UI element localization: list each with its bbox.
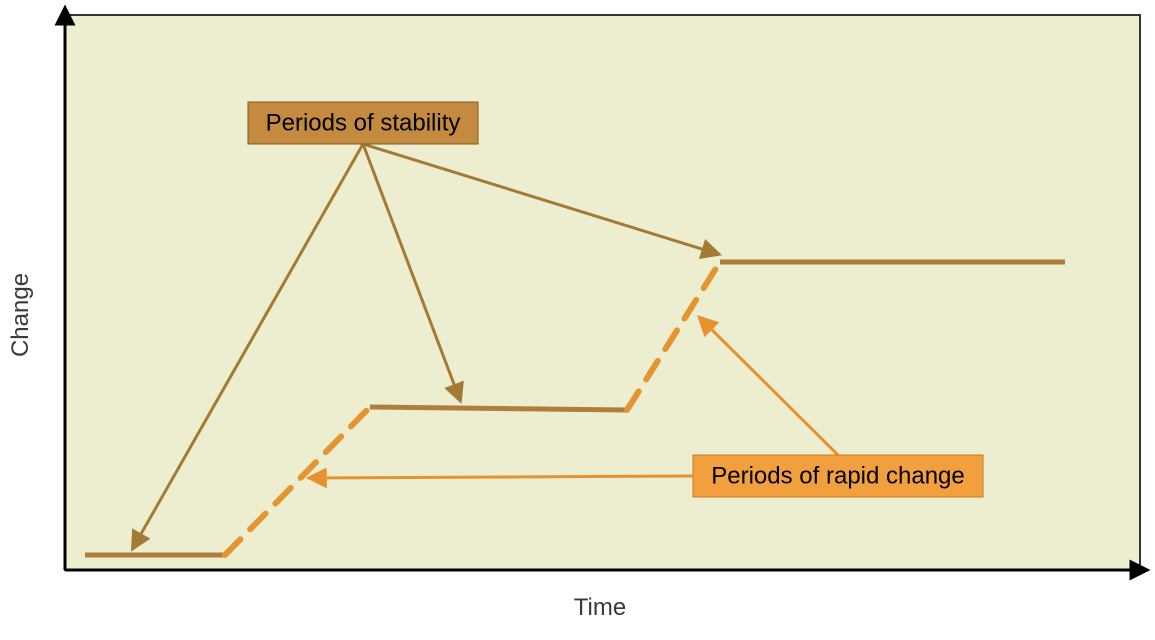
x-axis-label: Time	[574, 594, 626, 621]
diagram-root: Periods of stability Periods of rapid ch…	[0, 0, 1155, 640]
stability-callout-text: Periods of stability	[266, 109, 461, 136]
chart-svg: Periods of stability Periods of rapid ch…	[0, 0, 1155, 640]
y-axis-label: Change	[7, 273, 34, 357]
rapid-callout-text: Periods of rapid change	[711, 462, 965, 489]
stable-segment-2	[370, 407, 627, 410]
